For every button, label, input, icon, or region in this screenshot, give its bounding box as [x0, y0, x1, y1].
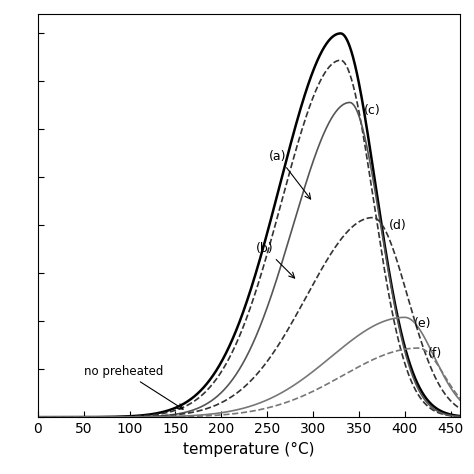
Text: (d): (d): [389, 219, 407, 232]
Text: (e): (e): [414, 317, 431, 329]
Text: (a): (a): [269, 150, 310, 199]
X-axis label: temperature (°C): temperature (°C): [183, 442, 315, 456]
Text: (c): (c): [364, 104, 380, 117]
Text: (b): (b): [256, 242, 295, 278]
Text: (f): (f): [428, 347, 442, 360]
Text: no preheated: no preheated: [84, 365, 183, 409]
